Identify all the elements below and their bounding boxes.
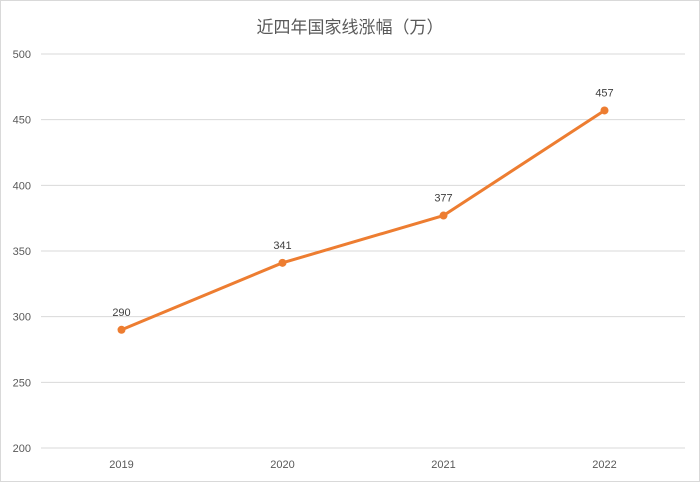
x-axis-ticks: 2019 2020 2021 2022 <box>109 459 616 471</box>
x-tick-label: 2022 <box>592 459 616 471</box>
data-point <box>278 258 287 267</box>
data-label: 377 <box>434 193 452 205</box>
x-tick-label: 2019 <box>109 459 133 471</box>
y-tick-label: 200 <box>13 443 31 455</box>
series-line <box>120 108 606 332</box>
series-layer <box>117 106 609 334</box>
data-point <box>439 211 448 220</box>
y-tick-label: 450 <box>13 115 31 127</box>
data-point <box>117 325 126 334</box>
y-tick-label: 500 <box>13 49 31 61</box>
data-label: 457 <box>595 87 613 99</box>
x-tick-label: 2020 <box>270 459 294 471</box>
x-tick-label: 2021 <box>431 459 455 471</box>
y-axis-ticks: 200 250 300 350 400 450 500 <box>13 49 31 455</box>
y-tick-label: 300 <box>13 312 31 324</box>
data-labels: 290 341 377 457 <box>112 87 613 318</box>
data-point <box>600 106 609 115</box>
chart-title: 近四年国家线涨幅（万） <box>256 18 444 38</box>
y-tick-label: 350 <box>13 246 31 258</box>
data-label: 341 <box>273 240 291 252</box>
y-tick-label: 250 <box>13 377 31 389</box>
gridlines <box>41 53 685 449</box>
y-tick-label: 400 <box>13 180 31 192</box>
data-label: 290 <box>112 307 130 319</box>
